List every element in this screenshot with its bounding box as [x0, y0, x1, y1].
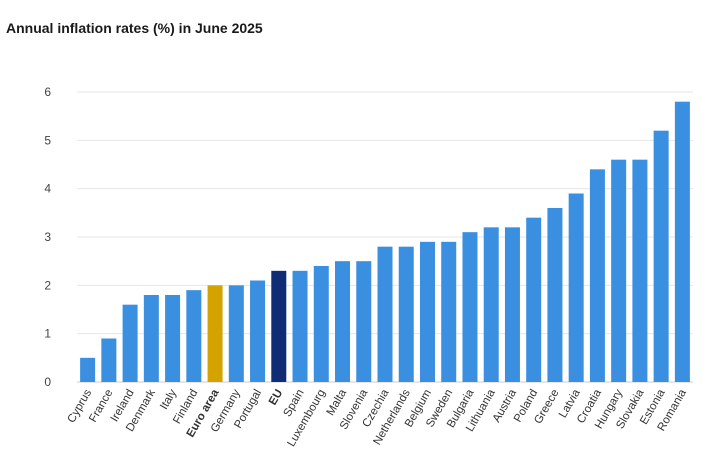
bar-spain: [292, 270, 308, 382]
bar-slovakia: [632, 159, 648, 382]
bar-latvia: [568, 193, 584, 382]
bar-germany: [228, 285, 244, 382]
bar-denmark: [143, 295, 159, 382]
bar-sweden: [441, 241, 457, 382]
bar-lithuania: [483, 227, 499, 382]
bar-netherlands: [398, 246, 414, 382]
y-tick-label: 0: [44, 375, 51, 389]
bar-romania: [674, 101, 690, 383]
bar-euro-area: [207, 285, 223, 382]
bar-italy: [165, 295, 181, 382]
bar-luxembourg: [313, 266, 329, 382]
bar-croatia: [589, 169, 605, 382]
y-tick-label: 6: [44, 85, 51, 99]
bar-eu: [271, 270, 287, 382]
bar-portugal: [250, 280, 266, 382]
bar-malta: [335, 261, 351, 382]
bar-austria: [504, 227, 520, 382]
y-tick-label: 2: [44, 278, 51, 292]
bar-belgium: [419, 241, 435, 382]
bar-czechia: [377, 246, 393, 382]
bar-finland: [186, 290, 202, 382]
y-tick-label: 1: [44, 327, 51, 341]
y-tick-label: 5: [44, 133, 51, 147]
bar-slovenia: [356, 261, 372, 382]
bar-hungary: [611, 159, 627, 382]
bar-cyprus: [80, 357, 96, 382]
bar-bulgaria: [462, 232, 478, 382]
bar-poland: [526, 217, 542, 382]
bar-ireland: [122, 304, 138, 382]
bar-greece: [547, 208, 563, 382]
y-tick-label: 4: [44, 182, 51, 196]
y-tick-label: 3: [44, 230, 51, 244]
chart-title: Annual inflation rates (%) in June 2025: [6, 20, 263, 36]
x-tick-label: Italy: [158, 387, 179, 411]
x-tick-label: EU: [267, 388, 285, 408]
bar-france: [101, 338, 117, 382]
bar-estonia: [653, 130, 669, 382]
